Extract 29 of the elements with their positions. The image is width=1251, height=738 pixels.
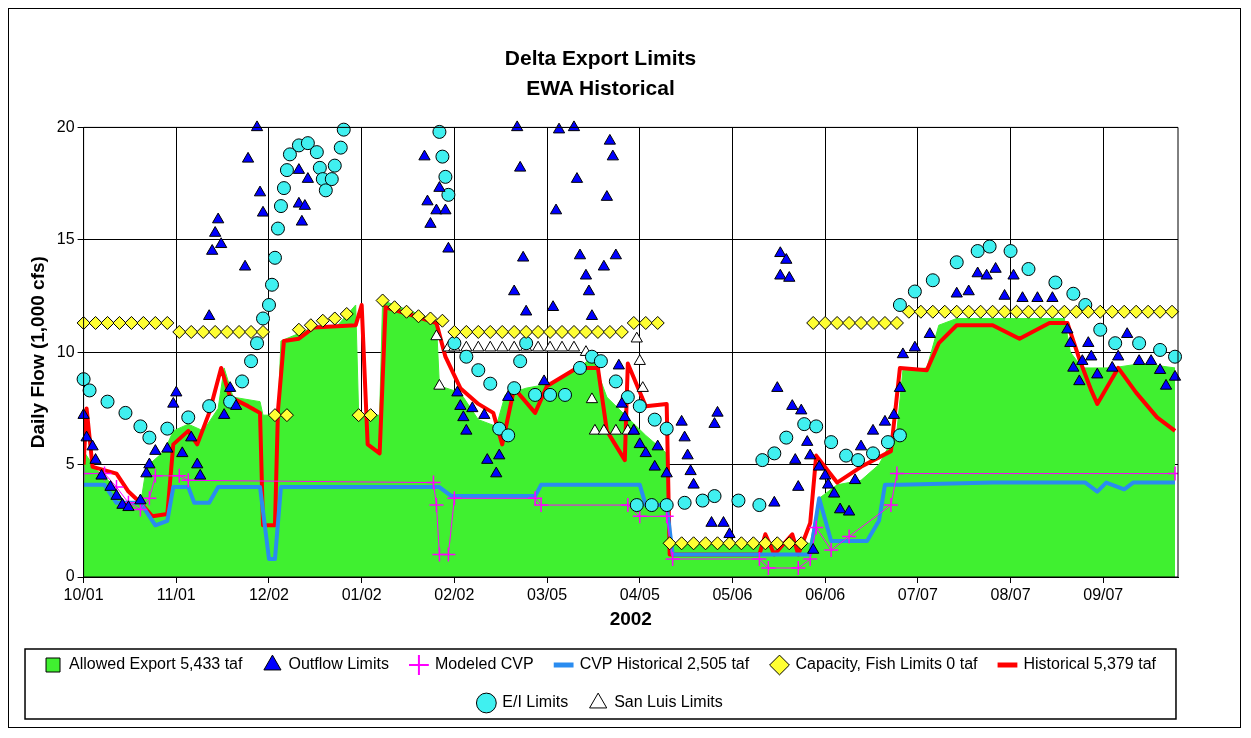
x-tick-label: 06/06 [805,586,846,604]
y-axis-title: Daily Flow (1,000 cfs) [26,256,48,449]
legend-label: Modeled CVP [434,655,534,673]
legend-label: E/I Limits [502,693,569,711]
x-tick-label: 12/02 [248,586,290,604]
x-tick-label: 05/06 [712,586,753,604]
chart-title: Delta Export Limits [504,46,697,70]
legend-label: CVP Historical 2,505 taf [579,655,750,673]
legend-label: Outflow Limits [288,655,389,673]
x-axis-title: 2002 [609,607,652,629]
legend-label: Historical 5,379 taf [1023,655,1157,673]
x-tick-label: 10/01 [63,586,104,604]
x-tick-label: 04/05 [619,586,660,604]
x-tick-label: 01/02 [341,586,382,604]
x-tick-label: 07/07 [897,586,938,604]
legend-label: Allowed Export 5,433 taf [69,655,244,673]
chart-subtitle: EWA Historical [526,75,675,99]
y-tick-label: 0 [65,567,75,585]
legend-label: Capacity, Fish Limits 0 taf [795,655,979,673]
y-tick-label: 5 [65,455,75,473]
y-tick-label: 10 [56,342,75,360]
x-tick-label: 02/02 [434,586,475,604]
x-tick-label: 03/05 [527,586,568,604]
y-tick-label: 20 [56,117,75,135]
x-tick-label: 08/07 [990,586,1031,604]
y-tick-label: 15 [56,230,75,248]
legend-label: San Luis Limits [614,693,723,711]
x-tick-label: 09/07 [1083,586,1124,604]
x-tick-label: 11/01 [156,586,196,604]
